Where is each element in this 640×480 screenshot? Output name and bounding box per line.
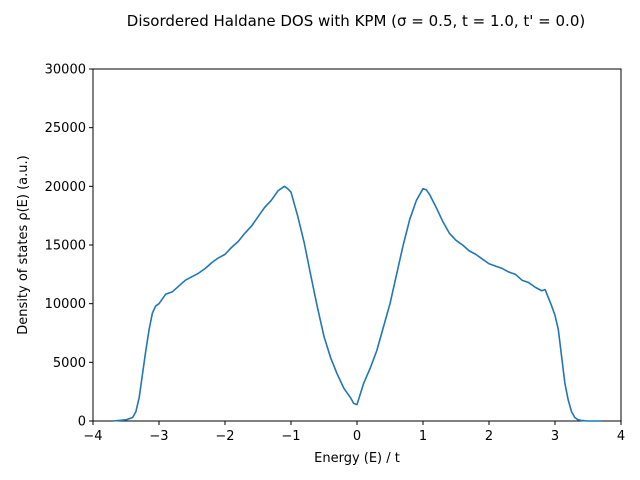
x-tick-label: 4 bbox=[617, 429, 625, 444]
y-tick-label: 15000 bbox=[45, 239, 86, 254]
x-tick-label: 0 bbox=[353, 429, 361, 444]
x-axis-label: Energy (E) / t bbox=[314, 451, 400, 466]
plot-area bbox=[92, 68, 622, 422]
x-tick-label: 1 bbox=[419, 429, 427, 444]
x-tick-label: −1 bbox=[281, 429, 300, 444]
y-tick-label: 0 bbox=[78, 415, 86, 430]
y-tick-label: 25000 bbox=[45, 121, 86, 136]
x-tick-label: 2 bbox=[485, 429, 493, 444]
chart-title: Disordered Haldane DOS with KPM (σ = 0.5… bbox=[127, 12, 585, 30]
y-axis-label: Density of states ρ(E) (a.u.) bbox=[16, 155, 31, 334]
y-axis: 0 5000 10000 15000 20000 25000 30000 bbox=[45, 63, 93, 430]
dos-series-line bbox=[112, 185, 602, 422]
x-tick-label: −3 bbox=[149, 429, 168, 444]
x-tick-label: −4 bbox=[83, 429, 102, 444]
y-tick-label: 20000 bbox=[45, 180, 86, 195]
x-tick-label: 3 bbox=[551, 429, 559, 444]
y-tick-label: 5000 bbox=[53, 356, 86, 371]
y-tick-label: 10000 bbox=[45, 297, 86, 312]
x-tick-label: −2 bbox=[215, 429, 234, 444]
x-axis: −4 −3 −2 −1 0 1 2 3 4 bbox=[83, 421, 625, 444]
y-tick-label: 30000 bbox=[45, 63, 86, 78]
